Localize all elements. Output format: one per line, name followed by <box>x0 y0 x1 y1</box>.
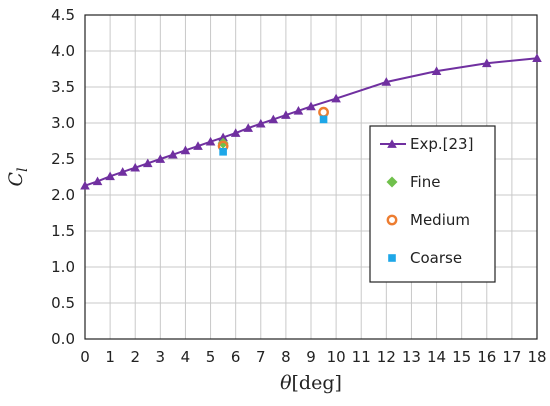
x-tick-label: 1 <box>105 348 115 366</box>
y-tick-label: 2.5 <box>51 150 75 168</box>
x-tick-label: 15 <box>452 348 471 366</box>
y-tick-label: 0.5 <box>51 294 75 312</box>
x-tick-label: 9 <box>306 348 316 366</box>
legend-label: Coarse <box>410 249 462 267</box>
x-axis-title: θ[deg] <box>280 372 342 394</box>
x-tick-label: 5 <box>206 348 216 366</box>
y-axis-subscript: l <box>15 167 31 171</box>
data-point <box>319 108 327 116</box>
y-tick-label: 4.0 <box>51 42 75 60</box>
y-axis-title: Cl <box>5 167 31 186</box>
x-axis-symbol: θ <box>280 372 292 394</box>
x-tick-label: 12 <box>377 348 396 366</box>
y-axis-symbol: C <box>5 172 27 187</box>
x-tick-label: 6 <box>231 348 241 366</box>
y-tick-label: 3.5 <box>51 78 75 96</box>
x-tick-label: 14 <box>427 348 446 366</box>
x-tick-label: 0 <box>80 348 90 366</box>
x-tick-label: 13 <box>402 348 421 366</box>
y-tick-labels: 0.0 0.5 1.0 1.5 2.0 2.5 3.0 3.5 4.0 4.5 <box>51 6 75 348</box>
y-tick-label: 1.0 <box>51 258 75 276</box>
x-tick-label: 4 <box>181 348 191 366</box>
x-axis-unit: [deg] <box>292 372 342 394</box>
data-point <box>219 148 227 156</box>
x-tick-label: 2 <box>130 348 140 366</box>
y-tick-label: 4.5 <box>51 6 75 24</box>
legend-label: Fine <box>410 173 440 191</box>
x-tick-label: 10 <box>327 348 346 366</box>
x-tick-labels: 0 1 2 3 4 5 6 7 8 9 10 11 12 13 14 15 16 17 18 <box>80 348 546 366</box>
legend-label: Exp.[23] <box>410 135 473 153</box>
x-tick-label: 16 <box>477 348 496 366</box>
y-tick-label: 3.0 <box>51 114 75 132</box>
legend: Exp.[23] Fine Medium Coarse <box>370 126 495 282</box>
y-tick-label: 0.0 <box>51 330 75 348</box>
x-tick-label: 18 <box>527 348 546 366</box>
y-tick-label: 2.0 <box>51 186 75 204</box>
y-tick-label: 1.5 <box>51 222 75 240</box>
data-point <box>320 116 328 124</box>
x-tick-label: 11 <box>352 348 371 366</box>
x-tick-label: 8 <box>281 348 291 366</box>
x-tick-label: 7 <box>256 348 266 366</box>
x-tick-label: 3 <box>156 348 166 366</box>
x-tick-label: 17 <box>502 348 521 366</box>
legend-label: Medium <box>410 211 470 229</box>
legend-marker <box>388 254 396 262</box>
